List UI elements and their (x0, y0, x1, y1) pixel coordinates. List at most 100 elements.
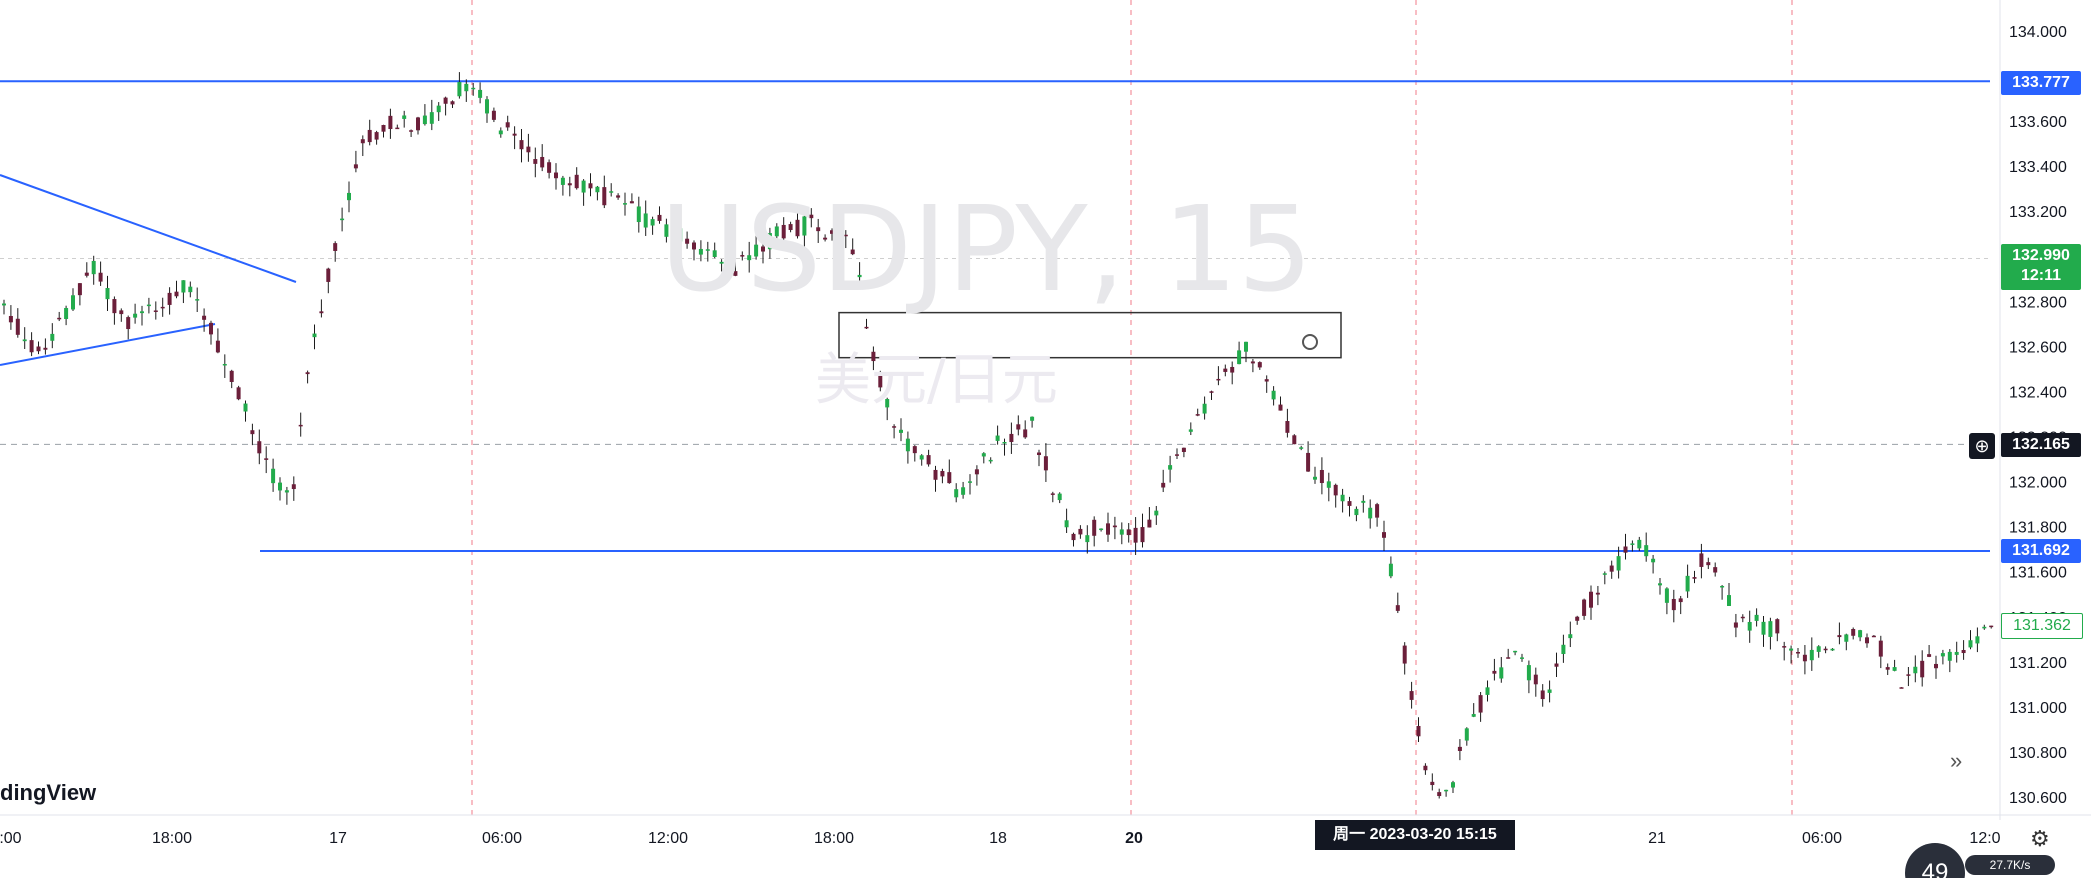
candle-body (1250, 361, 1255, 364)
candle-body (1485, 687, 1490, 695)
double-chevron-right-icon[interactable]: » (1950, 748, 1963, 773)
candle-body (133, 313, 138, 318)
candle-body (1982, 626, 1987, 629)
candle (1168, 455, 1173, 483)
candle (374, 130, 379, 145)
candle-body (940, 471, 945, 477)
candle-body (657, 214, 662, 221)
candle (250, 423, 255, 446)
candle-body (1492, 670, 1497, 674)
candle-body (1209, 391, 1214, 393)
candle (1727, 582, 1731, 607)
candle (1540, 684, 1545, 707)
zone-handle-icon[interactable] (1302, 334, 1318, 350)
candle-body (843, 234, 848, 237)
candle (740, 251, 745, 261)
candle-body (767, 233, 772, 250)
candle-body (174, 291, 179, 297)
candle-body (816, 227, 821, 232)
candle-body (119, 310, 124, 315)
candle (491, 107, 496, 123)
candle-body (1595, 592, 1600, 595)
candle-body (1043, 456, 1048, 471)
candle (402, 110, 407, 128)
candle (22, 327, 27, 350)
candle (1526, 660, 1531, 694)
candle (498, 127, 503, 138)
candle (809, 208, 814, 228)
candle (236, 385, 241, 401)
candle (1809, 637, 1814, 671)
candle-body (912, 446, 917, 454)
candle (1616, 546, 1621, 579)
candle (1112, 516, 1117, 540)
candle-body (153, 310, 158, 312)
candle-body (664, 224, 669, 237)
candle-body (353, 164, 358, 169)
candle-body (1816, 646, 1821, 652)
candle (1106, 512, 1110, 542)
candle-body (1968, 640, 1973, 648)
candle (1154, 505, 1159, 525)
candle-body (36, 346, 41, 352)
candle-body (1602, 573, 1607, 575)
candle-body (1464, 728, 1469, 741)
time-tick-label: 06:00 (482, 830, 522, 847)
candle-body (1306, 452, 1311, 472)
candle-body (947, 472, 952, 484)
candle (57, 311, 62, 322)
candle-body (1402, 645, 1407, 664)
candle-body (1796, 651, 1800, 654)
candle (1161, 469, 1166, 493)
candle (126, 315, 131, 340)
candle (146, 297, 151, 314)
candle-body (1230, 366, 1235, 373)
candle-body (1016, 424, 1021, 430)
candle (1782, 641, 1787, 661)
candle-body (209, 322, 213, 335)
candle (181, 280, 186, 304)
brand-logo[interactable]: dingView (0, 780, 97, 805)
candle-body (416, 117, 420, 131)
candle-body (726, 266, 731, 268)
candle-body (305, 372, 310, 375)
candle-body (1416, 725, 1421, 737)
candle-body (29, 340, 34, 353)
plus-circle-icon[interactable]: ⊕ (1969, 433, 1995, 459)
candle (485, 96, 489, 123)
candle (1720, 585, 1725, 600)
candle (29, 332, 34, 357)
candle (1347, 496, 1352, 517)
candle (64, 305, 69, 326)
candle-body (278, 482, 282, 491)
candle (1582, 598, 1587, 620)
candle-body (754, 244, 759, 257)
candle-body (347, 192, 351, 201)
candle-body (319, 311, 324, 314)
candle-body (1892, 667, 1897, 671)
candle-body (1823, 648, 1828, 651)
candle-body (1333, 484, 1338, 496)
candle-body (836, 230, 841, 247)
candle (443, 96, 448, 116)
candle-body (422, 115, 427, 125)
price-tick-label: 132.600 (2009, 339, 2067, 356)
candle-body (1740, 616, 1745, 619)
candle-body (457, 81, 462, 97)
time-tick-label: 18:00 (814, 830, 854, 847)
candle (1402, 642, 1407, 675)
candle-body (1085, 535, 1090, 543)
candle-body (1437, 792, 1442, 797)
candle (726, 253, 731, 274)
candle-body (1540, 690, 1545, 700)
speed-widget[interactable]: 49 (1905, 843, 1965, 878)
gear-icon[interactable]: ⚙ (2030, 826, 2050, 851)
candle-body (892, 426, 897, 428)
candle (933, 465, 938, 492)
candle-body (1782, 646, 1787, 648)
candle-body (1526, 665, 1531, 681)
candle (1388, 556, 1393, 579)
candle-body (367, 129, 372, 143)
